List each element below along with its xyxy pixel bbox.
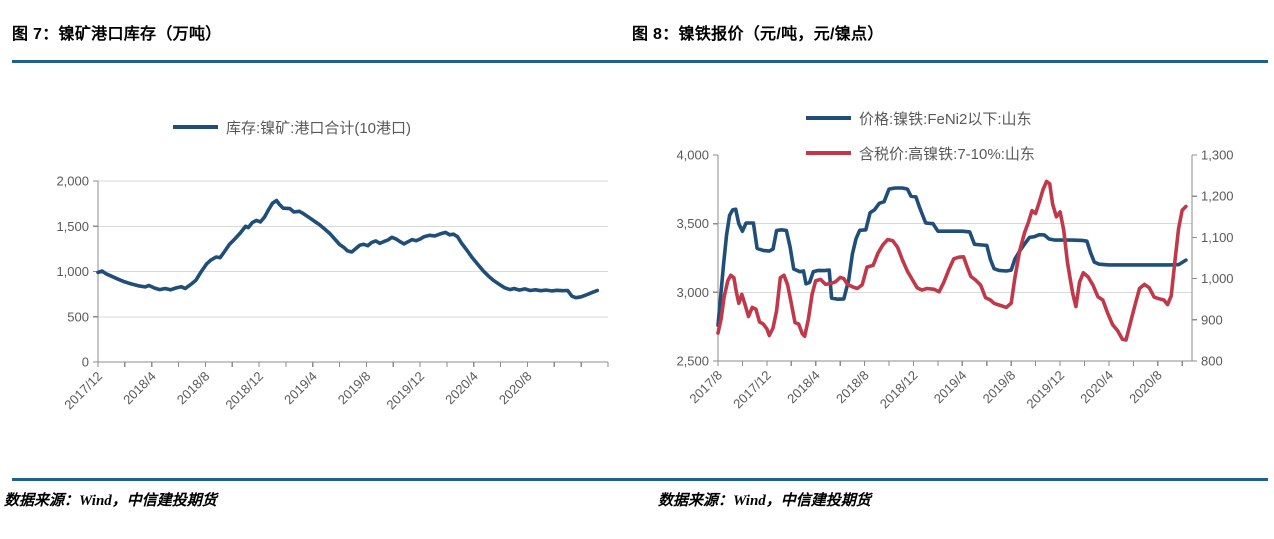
x-axis-label: 2019/4 [931,368,970,407]
fig8-source: 数据来源：Wind，中信建投期货 [658,493,871,509]
x-axis-label: 2018/12 [877,368,921,412]
top-rule [12,60,1268,63]
x-axis-label: 2018/12 [222,369,266,413]
y-axis-right-label: 1,000 [1201,271,1234,286]
x-axis-label: 2017/8 [686,368,725,407]
legend-label: 价格:镍铁:FeNi2以下:山东 [859,110,1032,128]
y-axis-right-label: 1,100 [1201,230,1234,245]
legend-label: 库存:镍矿:港口合计(10港口) [226,119,412,137]
series-价格:镍铁:FeNi2以下:山东 [716,186,1188,328]
x-axis-label: 2020/4 [442,369,481,408]
y-axis-right-label: 1,300 [1201,148,1234,163]
y-axis-left-label: 3,000 [676,285,709,300]
y-axis-left-label: 2,500 [676,354,709,369]
y-axis-left-label: 1,000 [56,264,89,279]
legend-line-swatch [806,151,851,155]
x-axis-label: 2020/8 [496,369,535,408]
y-axis-left-label: 3,500 [676,216,709,231]
fig7-legend: 库存:镍矿:港口合计(10港口) [173,116,411,151]
x-axis-label: 2017/12 [61,369,105,413]
y-axis-right-label: 1,200 [1201,189,1234,204]
fig7-source: 数据来源：Wind，中信建投期货 [4,493,217,509]
x-axis-label: 2020/4 [1077,368,1116,407]
y-axis-right-label: 800 [1201,354,1223,369]
x-axis-label: 2018/8 [174,369,213,408]
x-axis-label: 2018/4 [120,369,159,408]
x-axis-label: 2019/8 [980,368,1019,407]
y-axis-right-label: 900 [1201,312,1223,327]
x-axis-label: 2019/12 [383,369,427,413]
chart-2: 2,500 3,000 3,500 4,000 800 900 1,000 1,100 1,20… [676,148,1233,412]
legend-item: 价格:镍铁:FeNi2以下:山东 [806,107,1035,129]
x-axis-label: 2018/8 [833,368,872,407]
fig8-legend: 价格:镍铁:FeNi2以下:山东 含税价:高镍铁:7-10%:山东 [806,107,1035,177]
fig8-title: 图 8：镍铁报价（元/吨，元/镍点） [632,26,884,43]
y-axis-left-label: 4,000 [676,148,709,163]
legend-line-swatch [806,116,851,120]
series-库存:镍矿:港口合计(10港口) [96,198,600,300]
legend-item: 含税价:高镍铁:7-10%:山东 [806,142,1035,164]
x-axis-label: 2018/4 [784,368,823,407]
x-axis-label: 2017/12 [730,368,774,412]
x-axis-label: 2019/12 [1023,368,1067,412]
legend-line-swatch [173,125,218,129]
x-axis-label: 2019/4 [281,369,320,408]
y-axis-left-label: 0 [82,355,89,370]
legend-label: 含税价:高镍铁:7-10%:山东 [859,145,1035,163]
x-axis-label: 2020/8 [1126,368,1165,407]
y-axis-left-label: 2,000 [56,174,89,189]
series-含税价:高镍铁:7-10%:山东 [716,179,1188,342]
bottom-rule [12,478,1268,481]
y-axis-left-label: 1,500 [56,219,89,234]
fig7-title: 图 7：镍矿港口库存（万吨） [12,26,222,43]
legend-item: 库存:镍矿:港口合计(10港口) [173,116,411,138]
x-axis-label: 2019/8 [335,369,374,408]
y-axis-left-label: 500 [67,309,89,324]
